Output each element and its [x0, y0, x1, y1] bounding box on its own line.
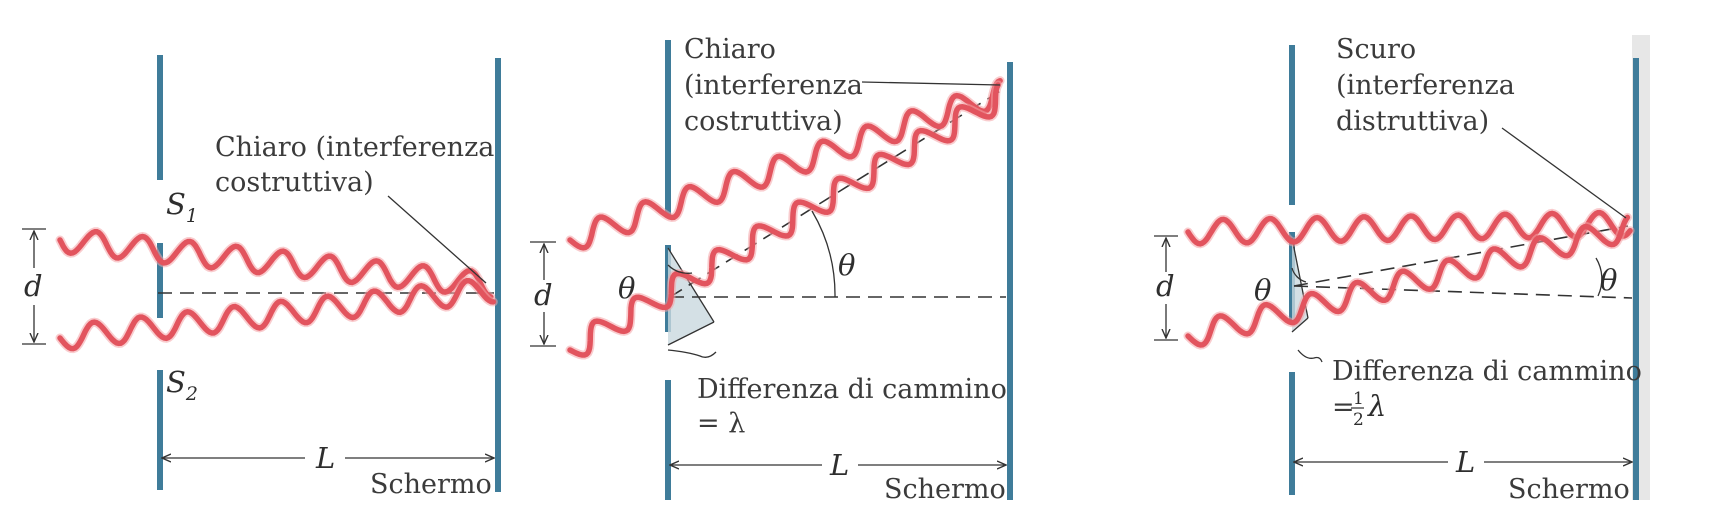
panel-1: d S1 S2 Chiaro (interferenza costruttiva… [22, 55, 501, 500]
theta-ray [1293, 225, 1629, 287]
dark-label-line1: Scuro [1336, 34, 1416, 65]
fraction-denominator: 2 [1353, 410, 1364, 430]
panel-3: θ θ d Scuro (interferenza distruttiva) D… [1154, 34, 1650, 505]
theta-left-label: θ [1254, 273, 1271, 307]
bright-label-line1: Chiaro [684, 34, 776, 65]
theta-arc-left [667, 264, 693, 274]
path-difference-value: = λ [697, 408, 745, 439]
dark-label-line2: (interferenza [1336, 70, 1515, 101]
bright-leader [861, 81, 1001, 86]
path-brace [667, 349, 717, 358]
wave-lower [567, 82, 1001, 358]
bright-label-line2: costruttiva) [215, 167, 374, 198]
bright-label-line3: costruttiva) [684, 106, 843, 137]
wave-upper [567, 77, 1003, 251]
path-eq-sign: = [1332, 392, 1355, 423]
perpendicular-line [667, 321, 715, 346]
panel-2: θ θ d Chiaro (interferenza costruttiva) … [530, 34, 1013, 505]
L-label: L [1455, 445, 1475, 479]
wave-upper [1185, 209, 1633, 247]
fraction-numerator: 1 [1353, 389, 1364, 409]
theta-arc-right [811, 210, 836, 298]
triangle-side [667, 247, 715, 323]
d-label: d [24, 269, 43, 303]
bright-leader [387, 195, 487, 284]
s2-label: S2 [166, 365, 198, 405]
s1-label: S1 [166, 187, 198, 227]
L-label: L [829, 448, 849, 482]
screen-label: Schermo [884, 474, 1006, 505]
theta-arc-left [1291, 267, 1307, 283]
lambda-symbol: λ [1367, 389, 1386, 423]
bright-label-line1: Chiaro (interferenza [215, 132, 494, 163]
path-difference-label: Differenza di cammino [697, 374, 1007, 405]
screen-label: Schermo [1508, 474, 1630, 505]
wave-lower [1185, 214, 1631, 348]
perpendicular-line [1291, 317, 1309, 333]
d-label: d [534, 278, 553, 312]
L-label: L [315, 441, 335, 475]
theta-right-label: θ [838, 248, 855, 282]
path-difference-label: Differenza di cammino [1332, 356, 1642, 387]
dark-label-line3: distruttiva) [1336, 106, 1489, 137]
theta-arc-right [1595, 257, 1603, 297]
theta-right-label: θ [1600, 263, 1617, 297]
wave-s2 [57, 277, 497, 352]
dark-leader [1501, 127, 1627, 219]
wave-s1 [57, 229, 494, 300]
screen-label: Schermo [370, 469, 492, 500]
theta-left-label: θ [618, 271, 635, 305]
d-label: d [1156, 269, 1175, 303]
path-brace [1297, 349, 1323, 363]
bright-label-line2: (interferenza [684, 70, 863, 101]
